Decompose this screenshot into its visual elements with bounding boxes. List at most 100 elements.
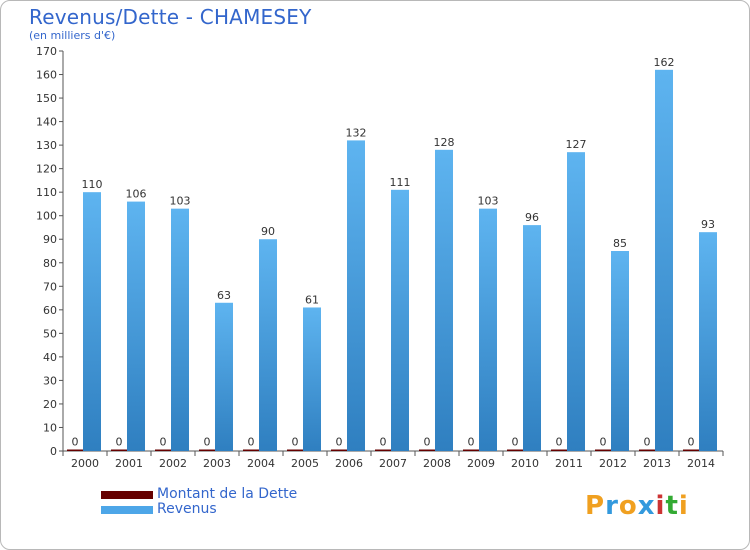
y-tick-label: 20 <box>43 398 57 411</box>
debt-value-label: 0 <box>556 436 563 449</box>
proxiti-logo: Proxiti <box>585 491 689 521</box>
debt-value-label: 0 <box>688 436 695 449</box>
y-tick-label: 110 <box>36 186 57 199</box>
debt-bar <box>199 449 215 451</box>
y-tick-label: 0 <box>50 445 57 458</box>
debt-bar <box>683 449 699 451</box>
logo-letter: r <box>605 491 619 521</box>
logo-letter: x <box>637 491 656 521</box>
x-tick-label: 2002 <box>159 457 187 470</box>
revenue-bar <box>479 208 497 451</box>
revenue-bar <box>347 140 365 452</box>
revenue-value-label: 106 <box>126 188 147 201</box>
debt-bar <box>639 449 655 451</box>
revenue-value-label: 111 <box>390 176 411 189</box>
revenue-bar <box>83 192 101 452</box>
y-tick-label: 130 <box>36 139 57 152</box>
debt-bar <box>419 449 435 451</box>
revenue-bar <box>655 69 673 451</box>
debt-value-label: 0 <box>248 436 255 449</box>
revenue-value-label: 63 <box>217 289 231 302</box>
revenue-bar <box>611 251 629 451</box>
debt-value-label: 0 <box>116 436 123 449</box>
debt-value-label: 0 <box>160 436 167 449</box>
revenue-value-label: 85 <box>613 237 627 250</box>
y-tick-label: 40 <box>43 351 57 364</box>
debt-bar <box>111 449 127 451</box>
logo-letter: t <box>665 491 679 521</box>
revenue-value-label: 61 <box>305 293 319 306</box>
legend-item-dette: Montant de la Dette <box>101 487 297 502</box>
chart-subtitle: (en milliers d'€) <box>29 29 116 42</box>
x-tick-label: 2001 <box>115 457 143 470</box>
debt-bar <box>507 449 523 451</box>
y-tick-label: 50 <box>43 327 57 340</box>
legend: Montant de la Dette Revenus <box>101 487 297 517</box>
debt-value-label: 0 <box>424 436 431 449</box>
revenue-value-label: 127 <box>566 138 587 151</box>
revenue-value-label: 110 <box>82 178 103 191</box>
debt-value-label: 0 <box>292 436 299 449</box>
x-tick-label: 2011 <box>555 457 583 470</box>
y-tick-label: 80 <box>43 257 57 270</box>
revenue-value-label: 96 <box>525 211 539 224</box>
y-tick-label: 70 <box>43 280 57 293</box>
debt-value-label: 0 <box>644 436 651 449</box>
debt-value-label: 0 <box>72 436 79 449</box>
revenue-bar <box>567 152 585 452</box>
debt-value-label: 0 <box>204 436 211 449</box>
x-tick-label: 2004 <box>247 457 275 470</box>
y-tick-label: 140 <box>36 116 57 129</box>
debt-bar <box>67 449 83 451</box>
y-tick-label: 30 <box>43 374 57 387</box>
debt-bar <box>155 449 171 451</box>
debt-bar <box>551 449 567 451</box>
x-tick-label: 2014 <box>687 457 715 470</box>
logo-letter: i <box>678 491 689 521</box>
legend-item-revenus: Revenus <box>101 502 297 517</box>
revenue-bar <box>523 225 541 451</box>
revenue-bar <box>699 232 717 451</box>
legend-swatch-dette <box>101 490 153 499</box>
x-tick-label: 2009 <box>467 457 495 470</box>
y-tick-label: 120 <box>36 163 57 176</box>
revenue-value-label: 132 <box>346 126 367 139</box>
x-tick-label: 2006 <box>335 457 363 470</box>
debt-bar <box>287 449 303 451</box>
debt-value-label: 0 <box>600 436 607 449</box>
revenue-value-label: 93 <box>701 218 715 231</box>
logo-letter: o <box>618 491 638 521</box>
x-tick-label: 2010 <box>511 457 539 470</box>
logo-letter: P <box>585 491 606 521</box>
y-tick-label: 150 <box>36 92 57 105</box>
revenue-bar <box>215 302 233 451</box>
logo-letter: i <box>655 491 666 521</box>
debt-value-label: 0 <box>512 436 519 449</box>
debt-value-label: 0 <box>336 436 343 449</box>
y-tick-label: 60 <box>43 304 57 317</box>
x-tick-label: 2003 <box>203 457 231 470</box>
x-tick-label: 2000 <box>71 457 99 470</box>
x-tick-label: 2013 <box>643 457 671 470</box>
y-tick-label: 90 <box>43 233 57 246</box>
revenue-bar <box>303 307 321 451</box>
debt-bar <box>463 449 479 451</box>
debt-bar <box>331 449 347 451</box>
debt-bar <box>595 449 611 451</box>
revenue-bar <box>259 239 277 451</box>
revenue-value-label: 162 <box>654 56 675 69</box>
revenue-bar <box>127 201 145 451</box>
x-tick-label: 2008 <box>423 457 451 470</box>
debt-value-label: 0 <box>468 436 475 449</box>
revenue-value-label: 128 <box>434 136 455 149</box>
legend-swatch-revenus <box>101 505 153 514</box>
y-tick-label: 100 <box>36 210 57 223</box>
debt-value-label: 0 <box>380 436 387 449</box>
x-tick-label: 2007 <box>379 457 407 470</box>
x-tick-label: 2005 <box>291 457 319 470</box>
legend-label-revenus: Revenus <box>157 501 217 517</box>
debt-bar <box>375 449 391 451</box>
debt-bar <box>243 449 259 451</box>
bar-chart: 0 10 20 30 40 50 60 70 80 90 100 110 120 130 140 150 160… <box>36 45 724 470</box>
